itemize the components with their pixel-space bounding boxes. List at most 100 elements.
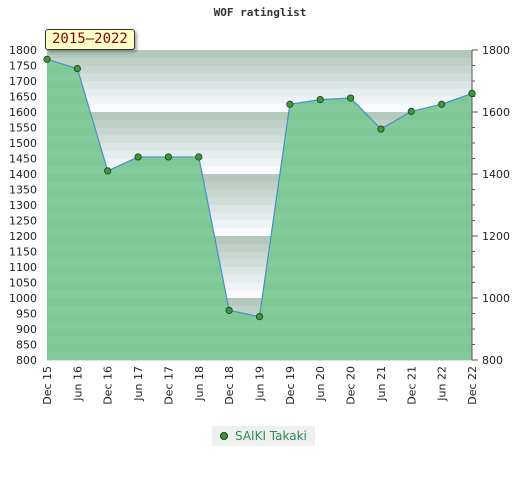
grid-band [47, 298, 472, 307]
grid-band [47, 150, 472, 159]
grid-band [47, 352, 472, 361]
grid-band [47, 344, 472, 353]
grid-band [47, 135, 472, 144]
x-tick-label: Dec 18 [223, 366, 236, 405]
y-tick-label-left: 1750 [9, 60, 37, 73]
data-point [164, 153, 173, 161]
grid-band [47, 236, 472, 245]
area-layer [47, 59, 472, 361]
grid-band [47, 290, 472, 299]
grid-band [47, 112, 472, 121]
data-point [255, 312, 264, 321]
legend-marker [220, 432, 228, 440]
data-point [316, 96, 324, 104]
grid-band [47, 329, 472, 338]
grid-band [47, 158, 472, 167]
y-tick-label-left: 1450 [9, 153, 37, 166]
y-tick-label-left: 1600 [9, 106, 37, 119]
grid-band [47, 205, 472, 214]
data-point [134, 153, 142, 161]
x-tick-label: Dec 16 [102, 366, 115, 405]
data-point [407, 107, 415, 115]
grid-band [47, 174, 472, 183]
data-marks [43, 55, 476, 321]
grid-band [47, 228, 472, 237]
x-tick-label: Jun 18 [193, 366, 206, 402]
x-tick-label: Dec 21 [405, 366, 418, 405]
data-point [377, 125, 385, 133]
grid-band [47, 119, 472, 128]
data-point [468, 89, 476, 98]
x-tick-label: Dec 17 [162, 366, 175, 405]
grid-band [47, 305, 472, 314]
grid-band [47, 282, 472, 291]
y-tick-label-left: 1300 [9, 199, 37, 212]
data-point [346, 94, 355, 102]
y-tick-label-left: 1650 [9, 91, 37, 104]
y-tick-label-left: 850 [16, 339, 37, 352]
y-tick-label-left: 1050 [9, 277, 37, 290]
data-point [104, 167, 112, 175]
grid-band [47, 81, 472, 90]
legend: SAIKI Takaki [212, 426, 315, 446]
date-range-badge: 2015–2022 [45, 29, 135, 50]
grid-band [47, 73, 472, 82]
y-tick-label-left: 900 [16, 323, 37, 336]
x-tick-label: Jun 16 [71, 366, 84, 402]
data-point [225, 306, 233, 314]
x-tick-label: Jun 20 [314, 366, 327, 402]
above-line-bands [47, 50, 472, 317]
y-tick-label-left: 1150 [9, 246, 37, 259]
y-tick-label-left: 1250 [9, 215, 37, 228]
grid-band [47, 189, 472, 198]
y-tick-label-left: 1800 [9, 44, 37, 57]
y-tick-label-left: 1700 [9, 75, 37, 88]
data-point [73, 65, 81, 73]
x-tick-label: Dec 15 [41, 366, 54, 405]
x-tick-label: Jun 22 [436, 366, 449, 402]
grid-band [47, 50, 472, 59]
grid-band [47, 127, 472, 136]
grid-band [47, 220, 472, 229]
data-point [195, 153, 203, 161]
x-tick-label: Jun 19 [254, 366, 267, 402]
grid-band [47, 259, 472, 268]
axes: 800 850 900 950 1000 1050 1100 1150 1200 1250 1300… [9, 44, 510, 405]
grid-band [47, 212, 472, 221]
grid-band [47, 143, 472, 152]
y-tick-label-right: 1600 [482, 106, 510, 119]
x-tick-label: Jun 17 [132, 366, 145, 402]
y-tick-label-left: 1400 [9, 168, 37, 181]
y-tick-label-left: 1550 [9, 122, 37, 135]
y-tick-label-right: 1800 [482, 44, 510, 57]
data-point [286, 100, 294, 108]
grid-band [47, 65, 472, 74]
series-area [47, 59, 472, 361]
data-point [43, 55, 51, 63]
grid-band [47, 104, 472, 113]
y-tick-label-left: 1350 [9, 184, 37, 197]
grid-band [47, 251, 472, 260]
x-tick-label: Dec 20 [345, 366, 358, 405]
data-point [438, 100, 446, 108]
grid-band [47, 166, 472, 175]
grid-band [47, 181, 472, 190]
y-tick-label-left: 800 [16, 354, 37, 367]
y-tick-label-left: 1500 [9, 137, 37, 150]
legend-label: SAIKI Takaki [235, 429, 307, 443]
grid-band [47, 336, 472, 345]
grid-band [47, 267, 472, 276]
y-tick-label-right: 1400 [482, 168, 510, 181]
grid-band [47, 243, 472, 252]
grid-band [47, 321, 472, 330]
x-tick-label: Dec 19 [284, 366, 297, 405]
chart-title: WOF ratinglist [213, 6, 307, 19]
y-tick-label-right: 1200 [482, 230, 510, 243]
x-tick-label: Dec 22 [466, 366, 479, 405]
grid-band [47, 57, 472, 66]
x-tick-label: Jun 21 [375, 366, 388, 402]
grid-band [47, 274, 472, 283]
y-tick-label-right: 1000 [482, 292, 510, 305]
grid-band [47, 197, 472, 206]
